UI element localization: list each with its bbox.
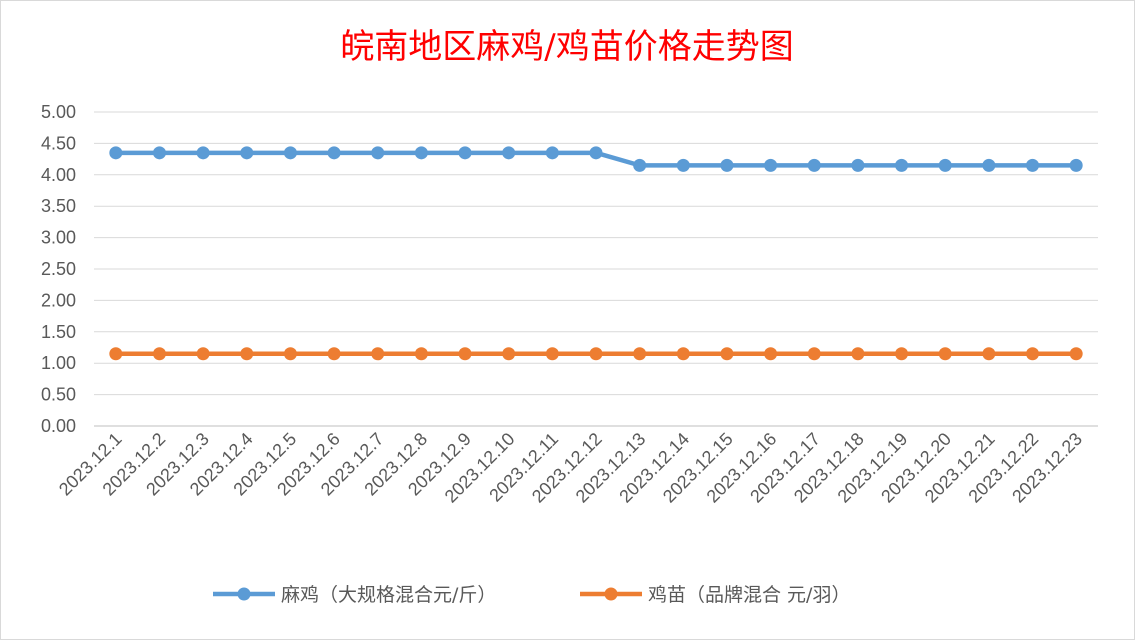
series-1-point [283, 146, 297, 160]
y-tick-label: 2.50 [41, 259, 76, 279]
chart-title: 皖南地区麻鸡/鸡苗价格走势图 [340, 27, 793, 67]
x-axis-ticks: 2023.12.12023.12.22023.12.32023.12.42023… [55, 429, 1086, 507]
series-2-point [502, 347, 516, 361]
series-2-point [1026, 347, 1040, 361]
y-tick-label: 3.50 [41, 196, 76, 216]
series-2-point [938, 347, 952, 361]
series-2-point [109, 347, 123, 361]
series-1-point [938, 158, 952, 172]
series-2-point [240, 347, 254, 361]
series-2-point [895, 347, 909, 361]
series-1-point [109, 146, 123, 160]
series-2-point [764, 347, 778, 361]
legend: 麻鸡（大规格混合元/斤） 鸡苗（品牌混合 元/羽） [213, 584, 850, 606]
series-2-point [982, 347, 996, 361]
series-1-point [764, 158, 778, 172]
series-2-point [1069, 347, 1083, 361]
legend-label-2: 鸡苗（品牌混合 元/羽） [648, 584, 850, 606]
series-1-point [807, 158, 821, 172]
series-2-point [414, 347, 428, 361]
series-2-point [589, 347, 603, 361]
series-1-point [589, 146, 603, 160]
series-group [109, 146, 1083, 361]
series-2-point [851, 347, 865, 361]
series-2-point [720, 347, 734, 361]
series-1-point [240, 146, 254, 160]
series-1-point [458, 146, 472, 160]
series-1-point [676, 158, 690, 172]
y-axis-ticks: 0.00 0.50 1.00 1.50 2.00 2.50 3.00 3.50 4.00 4.50… [41, 102, 76, 436]
y-tick-label: 4.00 [41, 165, 76, 185]
y-tick-label: 3.00 [41, 228, 76, 248]
series-1-point [371, 146, 385, 160]
y-tick-label: 0.00 [41, 416, 76, 436]
series-2-point [196, 347, 210, 361]
legend-marker-2 [604, 587, 618, 601]
series-1-point [152, 146, 166, 160]
y-tick-label: 5.00 [41, 102, 76, 122]
series-1-point [1026, 158, 1040, 172]
series-1-point [895, 158, 909, 172]
grid-lines [94, 111, 1098, 427]
series-2-point [371, 347, 385, 361]
series-1-point [720, 158, 734, 172]
legend-label-1: 麻鸡（大规格混合元/斤） [281, 584, 496, 606]
series-1-point [502, 146, 516, 160]
y-tick-label: 2.00 [41, 290, 76, 310]
series-2-point [283, 347, 297, 361]
series-1-point [545, 146, 559, 160]
series-1-point [196, 146, 210, 160]
series-1-point [851, 158, 865, 172]
y-tick-label: 4.50 [41, 133, 76, 153]
legend-marker-1 [237, 587, 251, 601]
series-1-point [1069, 158, 1083, 172]
y-tick-label: 0.50 [41, 385, 76, 405]
series-1-point [327, 146, 341, 160]
series-1-point [633, 158, 647, 172]
series-2-point [545, 347, 559, 361]
series-2-point [327, 347, 341, 361]
series-2-point [807, 347, 821, 361]
series-2-point [152, 347, 166, 361]
series-2-point [676, 347, 690, 361]
series-2-point [633, 347, 647, 361]
series-1-point [414, 146, 428, 160]
series-2-point [458, 347, 472, 361]
y-tick-label: 1.50 [41, 322, 76, 342]
y-tick-label: 1.00 [41, 353, 76, 373]
series-1-point [982, 158, 996, 172]
